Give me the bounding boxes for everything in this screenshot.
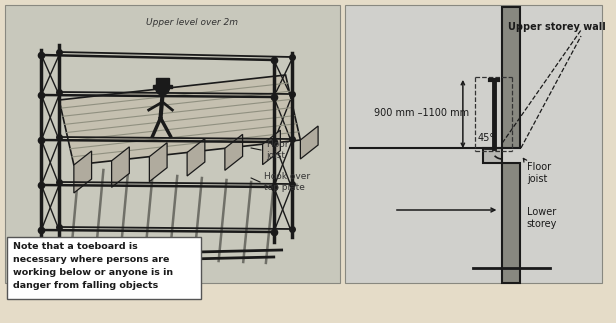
Text: 900 mm –1100 mm: 900 mm –1100 mm — [375, 108, 469, 118]
Bar — [482, 148, 502, 163]
Circle shape — [156, 81, 169, 95]
Text: Floor
joist: Floor joist — [266, 140, 288, 160]
Polygon shape — [59, 75, 301, 165]
Text: Lower
storey: Lower storey — [527, 207, 557, 229]
Polygon shape — [74, 151, 92, 193]
Bar — [502, 7, 520, 148]
Bar — [345, 5, 602, 283]
Text: Floor
joist: Floor joist — [527, 162, 551, 183]
Polygon shape — [149, 143, 167, 182]
Polygon shape — [225, 134, 243, 170]
Bar — [153, 85, 172, 88]
Text: Upper storey wall: Upper storey wall — [508, 22, 606, 32]
Bar — [156, 78, 169, 86]
Bar — [502, 163, 520, 283]
Polygon shape — [262, 130, 280, 165]
Bar — [5, 5, 340, 283]
Polygon shape — [111, 147, 129, 187]
Polygon shape — [301, 126, 318, 159]
FancyBboxPatch shape — [7, 237, 201, 299]
Polygon shape — [187, 139, 205, 176]
Text: Upper level over 2m: Upper level over 2m — [146, 18, 238, 27]
Text: Note that a toeboard is
necessary where persons are
working below or anyone is i: Note that a toeboard is necessary where … — [13, 242, 173, 289]
Text: 45°: 45° — [478, 133, 495, 143]
Text: Hook over
top plate: Hook over top plate — [264, 172, 310, 192]
